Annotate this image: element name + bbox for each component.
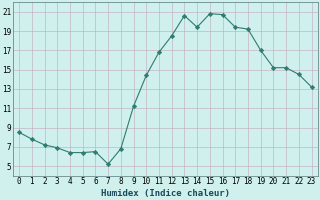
X-axis label: Humidex (Indice chaleur): Humidex (Indice chaleur) — [101, 189, 230, 198]
